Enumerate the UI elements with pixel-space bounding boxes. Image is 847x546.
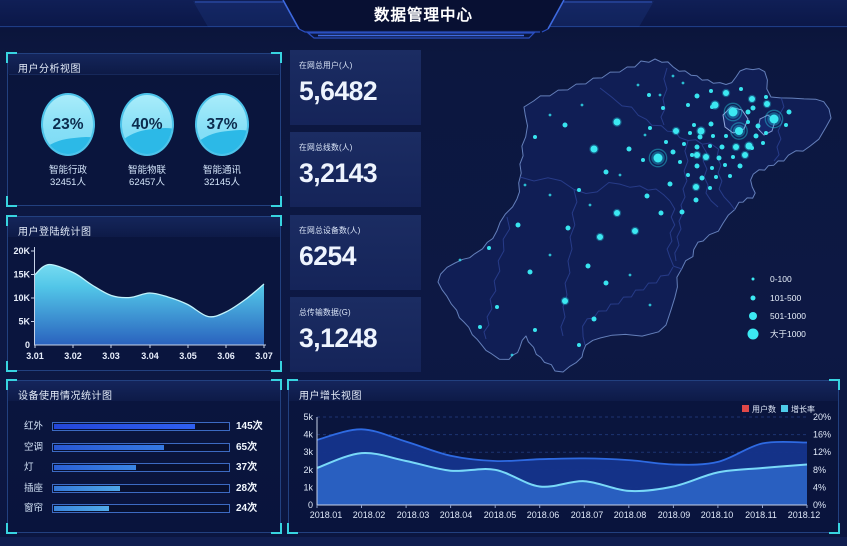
svg-text:3.05: 3.05	[179, 351, 197, 361]
svg-text:3k: 3k	[303, 447, 313, 457]
svg-text:2018.07: 2018.07	[571, 510, 604, 520]
svg-text:20%: 20%	[813, 412, 831, 422]
svg-text:2018.08: 2018.08	[614, 510, 647, 520]
svg-text:16%: 16%	[813, 430, 831, 440]
svg-text:2018.04: 2018.04	[440, 510, 473, 520]
svg-text:0%: 0%	[813, 500, 826, 510]
svg-text:3.07: 3.07	[255, 351, 273, 361]
svg-text:8%: 8%	[813, 465, 826, 475]
svg-text:12%: 12%	[813, 447, 831, 457]
svg-text:0-100: 0-100	[770, 274, 792, 284]
svg-text:2018.01: 2018.01	[310, 510, 343, 520]
svg-text:0: 0	[308, 500, 313, 510]
svg-text:101-500: 101-500	[770, 293, 801, 303]
svg-text:增长率: 增长率	[791, 404, 815, 414]
svg-text:0: 0	[25, 340, 30, 350]
svg-text:2018.11: 2018.11	[745, 510, 777, 520]
svg-text:10K: 10K	[13, 293, 30, 303]
svg-text:2018.05: 2018.05	[484, 510, 517, 520]
svg-text:501-1000: 501-1000	[770, 311, 806, 321]
svg-text:大于1000: 大于1000	[770, 329, 806, 339]
svg-text:4%: 4%	[813, 482, 826, 492]
svg-text:2k: 2k	[303, 465, 313, 475]
svg-text:4k: 4k	[303, 430, 313, 440]
svg-text:5k: 5k	[303, 412, 313, 422]
svg-text:2018.10: 2018.10	[701, 510, 734, 520]
svg-text:2018.06: 2018.06	[527, 510, 560, 520]
svg-text:20K: 20K	[13, 246, 30, 256]
svg-text:3.02: 3.02	[64, 351, 82, 361]
svg-text:3.01: 3.01	[26, 351, 44, 361]
svg-text:15K: 15K	[13, 270, 30, 280]
svg-text:3.04: 3.04	[141, 351, 159, 361]
svg-text:3.03: 3.03	[102, 351, 120, 361]
svg-text:1k: 1k	[303, 482, 313, 492]
svg-text:3.06: 3.06	[217, 351, 235, 361]
svg-text:2018.02: 2018.02	[353, 510, 386, 520]
svg-text:5K: 5K	[18, 317, 30, 327]
svg-text:2018.03: 2018.03	[397, 510, 430, 520]
svg-text:2018.12: 2018.12	[788, 510, 821, 520]
svg-text:2018.09: 2018.09	[658, 510, 691, 520]
svg-text:用户数: 用户数	[752, 404, 776, 414]
